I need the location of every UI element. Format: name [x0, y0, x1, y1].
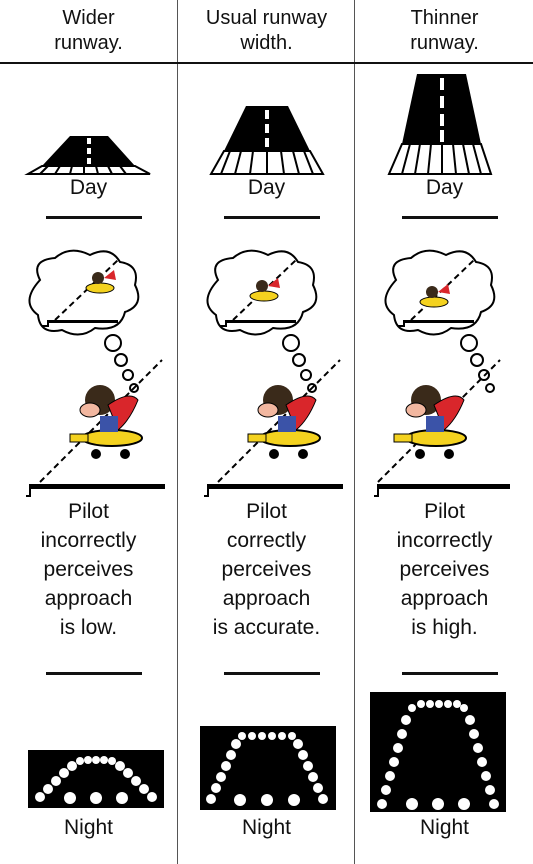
runway-day-icon — [209, 106, 325, 175]
column-usual-runway: Usual runway width. Day — [178, 0, 355, 864]
day-label: Day — [247, 176, 286, 199]
night-label: Night — [419, 816, 470, 839]
perception-description: Pilot correctly perceives approach is ac… — [212, 500, 321, 639]
night-label: Night — [241, 816, 292, 839]
runway-night-icon — [28, 750, 164, 808]
day-label: Day — [425, 176, 464, 199]
day-label: Day — [69, 176, 108, 199]
column-thinner-runway: Thinner runway. Day — [356, 0, 533, 864]
runway-day-icon — [24, 136, 151, 175]
perception-description: Pilot incorrectly perceives approach is … — [396, 500, 493, 639]
column-header: Wider runway. — [54, 7, 123, 54]
column-divider-1 — [177, 0, 178, 864]
divider-rule — [224, 216, 320, 219]
divider-rule — [402, 216, 498, 219]
divider-rule — [402, 672, 498, 675]
column-header: Thinner runway. — [410, 7, 479, 54]
runway-night-icon — [200, 726, 336, 810]
pilot-approach-illustration — [26, 249, 165, 497]
column-header: Usual runway width. — [205, 7, 328, 54]
column-wider-runway: Wider runway. Day — [0, 0, 177, 864]
runway-day-icon — [387, 74, 493, 175]
divider-rule — [46, 216, 142, 219]
column-divider-2 — [354, 0, 355, 864]
divider-rule — [224, 672, 320, 675]
pilot-approach-illustration — [374, 249, 510, 497]
pilot-approach-illustration — [204, 249, 343, 497]
night-label: Night — [63, 816, 114, 839]
divider-rule — [46, 672, 142, 675]
runway-night-icon — [370, 692, 506, 812]
header-divider — [0, 62, 533, 64]
perception-description: Pilot incorrectly perceives approach is … — [40, 500, 137, 639]
